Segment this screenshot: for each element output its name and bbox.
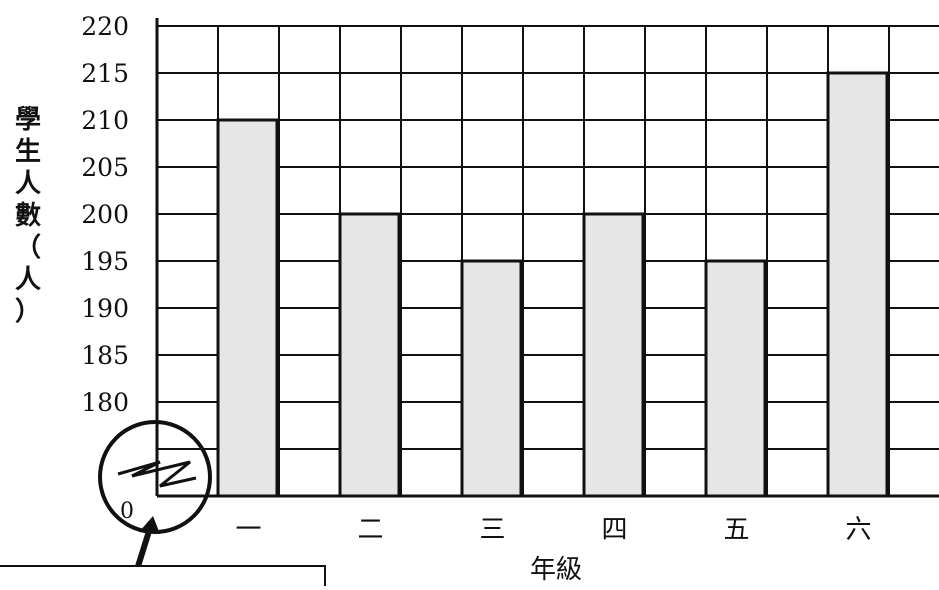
bar-5 xyxy=(704,259,767,498)
x-tick-label: 二 xyxy=(357,515,383,545)
callout-box xyxy=(0,565,326,590)
y-tick-label: 185 xyxy=(81,341,129,370)
y-tick-labels: 180 185 190 195 200 205 210 215 220 xyxy=(81,12,129,417)
origin-label: 0 xyxy=(120,499,134,524)
break-zigzag xyxy=(117,460,197,488)
bar-6 xyxy=(826,71,889,498)
x-tick-label: 六 xyxy=(845,515,871,545)
y-tick-label: 215 xyxy=(81,59,129,88)
y-tick-label: 180 xyxy=(81,388,129,417)
bar-3 xyxy=(460,259,523,498)
x-tick-labels: 一二三四五六 xyxy=(235,515,871,545)
x-tick-label: 四 xyxy=(601,515,627,545)
y-axis-label-char: （ xyxy=(15,233,41,263)
y-tick-label: 205 xyxy=(81,153,129,182)
y-tick-label: 210 xyxy=(81,106,129,135)
y-axis-label-char: 生 xyxy=(15,137,41,167)
callout-arrow-head xyxy=(139,516,160,534)
x-axis-label: 年級 xyxy=(530,555,582,585)
y-axis-label-char: 人 xyxy=(15,169,41,199)
y-tick-label: 190 xyxy=(81,294,129,323)
bars xyxy=(216,71,889,498)
bar-1 xyxy=(216,118,279,498)
axes xyxy=(155,18,939,498)
x-tick-label: 一 xyxy=(235,515,261,545)
y-axis-label-char: ） xyxy=(15,297,41,327)
y-axis-label-char: 學 xyxy=(15,105,41,135)
y-axis-label-char: 人 xyxy=(15,265,41,295)
bar-2 xyxy=(338,212,401,498)
callout-annotation xyxy=(0,516,326,590)
y-tick-label: 195 xyxy=(81,247,129,276)
axis-break-marker xyxy=(98,420,212,534)
bar-4 xyxy=(582,212,645,498)
y-tick-label: 200 xyxy=(81,200,129,229)
x-tick-label: 五 xyxy=(723,515,749,545)
y-tick-label: 220 xyxy=(81,12,129,41)
y-axis-label-char: 數 xyxy=(15,201,41,231)
break-circle xyxy=(98,420,212,534)
x-tick-label: 三 xyxy=(479,515,505,545)
